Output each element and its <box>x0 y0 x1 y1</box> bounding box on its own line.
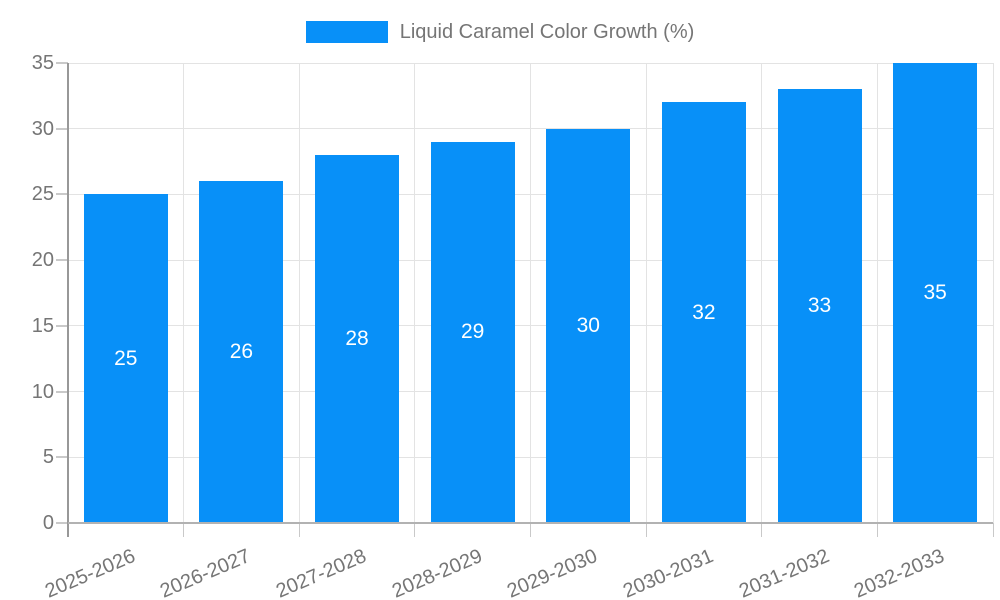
y-axis-tick <box>56 324 68 327</box>
x-axis-tick <box>298 523 300 537</box>
bar-value-label: 26 <box>229 340 254 364</box>
y-tick-label: 25 <box>31 183 54 206</box>
y-axis-tick <box>56 127 68 130</box>
x-axis-tick <box>530 523 531 537</box>
y-axis-tick <box>56 522 68 524</box>
bar: 30 <box>546 128 631 523</box>
y-tick-label: 20 <box>31 249 54 272</box>
x-axis-line <box>68 522 993 524</box>
y-axis-line <box>67 63 69 537</box>
y-tick-label: 10 <box>31 380 54 403</box>
y-tick-label: 30 <box>31 117 54 140</box>
bar-value-label: 29 <box>461 320 485 344</box>
gridline-vertical <box>761 63 763 523</box>
bar-value-label: 28 <box>345 327 369 350</box>
gridline-vertical <box>298 63 300 523</box>
bar-value-label: 35 <box>923 281 947 304</box>
y-tick-label: 5 <box>42 446 54 469</box>
bar-value-label: 33 <box>807 294 832 318</box>
bar-value-label: 32 <box>692 300 716 324</box>
y-axis-tick <box>56 193 68 196</box>
bar: 26 <box>199 181 284 523</box>
bar: 33 <box>777 89 862 523</box>
bar-value-label: 30 <box>576 313 600 337</box>
x-axis-tick <box>645 523 647 537</box>
gridline-vertical <box>645 63 647 523</box>
chart-legend: Liquid Caramel Color Growth (%) <box>0 21 1000 43</box>
gridline-vertical <box>530 63 531 523</box>
x-tick-label: 2025-2026 <box>41 545 139 600</box>
x-axis-tick <box>414 523 416 537</box>
y-axis-tick <box>56 456 68 459</box>
bar: 25 <box>83 194 168 523</box>
x-axis-tick <box>761 523 763 537</box>
gridline-vertical <box>183 63 185 523</box>
bar: 28 <box>315 155 400 523</box>
legend-label: Liquid Caramel Color Growth (%) <box>399 21 695 43</box>
bar: 35 <box>893 63 978 523</box>
x-axis-tick <box>183 523 185 537</box>
x-axis-tick <box>992 523 994 537</box>
bar: 29 <box>430 141 515 523</box>
gridline-vertical <box>876 63 878 523</box>
y-axis-tick <box>56 62 68 64</box>
y-tick-label: 0 <box>42 512 54 534</box>
y-axis-tick <box>56 390 68 393</box>
gridline-vertical <box>992 63 994 523</box>
y-tick-label: 15 <box>31 314 54 337</box>
bar-value-label: 25 <box>114 346 138 370</box>
gridline-vertical <box>414 63 416 523</box>
bar: 32 <box>661 102 746 523</box>
y-tick-label: 35 <box>31 52 54 74</box>
y-axis-tick <box>56 259 68 262</box>
legend-swatch <box>305 21 388 43</box>
x-axis-tick <box>876 523 878 537</box>
